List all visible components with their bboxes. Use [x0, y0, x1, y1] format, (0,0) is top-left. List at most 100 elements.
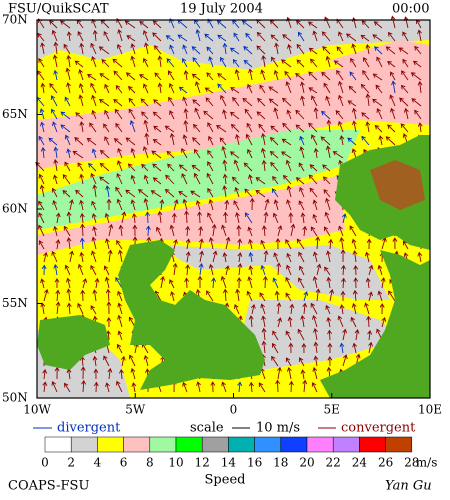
wind-arrow [153, 125, 162, 133]
wind-arrow [173, 239, 178, 250]
wind-arrow [222, 159, 228, 172]
wind-arrow [229, 111, 240, 120]
wind-arrow [221, 145, 227, 159]
wind-arrow [38, 173, 45, 185]
wind-arrow [52, 200, 58, 211]
wind-arrow [79, 173, 85, 185]
speed-region [37, 175, 345, 255]
wind-arrow [328, 238, 334, 250]
wind-arrow [300, 314, 306, 328]
wind-arrow [190, 190, 201, 198]
wind-arrow [332, 151, 344, 159]
wind-arrow [323, 189, 331, 198]
wind-arrow [142, 146, 149, 159]
wind-arrow [375, 84, 383, 94]
wind-arrow [66, 148, 72, 159]
wind-arrow [104, 276, 110, 289]
wind-arrow [400, 123, 409, 133]
wind-arrow [312, 251, 318, 263]
wind-arrow [387, 60, 396, 68]
legend-scale: scale [190, 421, 224, 436]
wind-arrow [288, 342, 294, 354]
wind-arrow [281, 138, 292, 146]
wind-arrow [298, 277, 305, 289]
wind-arrow [130, 147, 136, 159]
wind-arrow [185, 238, 191, 250]
wind-arrow [115, 276, 123, 289]
wind-arrow [37, 70, 45, 81]
wind-arrow [130, 174, 136, 185]
wind-arrow [308, 87, 318, 94]
land [320, 250, 430, 398]
wind-arrow [312, 30, 318, 42]
wind-arrow [64, 264, 71, 276]
wind-arrow [349, 225, 357, 237]
wind-arrow [168, 82, 175, 94]
colorbar-swatch [201, 436, 229, 453]
wind-arrow [178, 86, 188, 94]
wind-arrow [90, 82, 97, 94]
wind-arrow [250, 303, 256, 315]
wind-arrow [191, 164, 201, 172]
wind-arrow [338, 80, 344, 94]
speed-region [240, 300, 400, 370]
wind-arrow [198, 226, 204, 237]
wind-arrow [311, 134, 318, 146]
wind-arrow [114, 108, 123, 120]
wind-arrow [166, 150, 175, 159]
colorbar-label: 20 [299, 456, 314, 470]
wind-arrow [40, 121, 45, 133]
wind-arrow [77, 263, 84, 276]
wind-arrow [276, 262, 282, 276]
colorbar-title: Speed [205, 473, 246, 488]
wind-arrow [365, 277, 371, 289]
wind-arrow [225, 236, 231, 250]
wind-arrow [38, 58, 45, 68]
wind-arrow [264, 198, 270, 211]
wind-arrow [220, 275, 227, 289]
wind-arrow [191, 73, 201, 81]
wind-arrow [269, 136, 279, 146]
wind-arrow [222, 288, 228, 302]
wind-arrow [75, 112, 84, 120]
wind-arrow [103, 123, 110, 133]
land [37, 315, 110, 370]
wind-arrow [243, 59, 253, 68]
wind-arrow [388, 290, 396, 302]
wind-arrow [92, 29, 98, 42]
wind-arrow [287, 43, 292, 55]
wind-arrow [289, 303, 295, 315]
wind-arrow [246, 290, 253, 302]
wind-arrow [154, 72, 162, 81]
wind-arrow [86, 137, 97, 146]
wind-arrow [159, 199, 165, 211]
wind-arrow [152, 138, 162, 146]
wind-arrow [160, 275, 165, 289]
wind-arrow [268, 98, 279, 107]
wind-arrow [364, 251, 370, 263]
wind-arrow [66, 288, 72, 302]
wind-arrow [41, 264, 47, 276]
wind-arrow [63, 225, 71, 237]
colorbar-label: 0 [41, 456, 49, 470]
wind-arrow [351, 238, 357, 250]
wind-arrow [113, 98, 123, 107]
wind-arrow [261, 327, 267, 341]
wind-arrow [390, 15, 396, 29]
lon-label: 10W [23, 403, 51, 417]
wind-arrow [91, 236, 97, 250]
wind-arrow [308, 47, 318, 55]
wind-arrow [258, 123, 266, 133]
colorbar-swatch [332, 436, 360, 453]
wind-arrow [87, 162, 97, 172]
wind-arrow [272, 277, 279, 289]
wind-arrow [362, 70, 370, 81]
wind-arrow [208, 135, 214, 146]
wind-arrow [92, 184, 98, 198]
wind-arrow [51, 250, 58, 263]
wind-arrow [64, 382, 71, 393]
wind-arrow [282, 34, 292, 42]
wind-arrow [116, 198, 123, 211]
wind-arrow [78, 94, 84, 107]
wind-arrow [195, 28, 201, 42]
